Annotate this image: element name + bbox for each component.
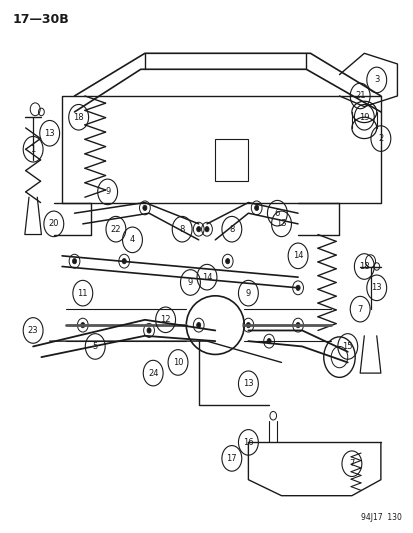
Text: 14: 14 [292, 252, 303, 260]
Text: 9: 9 [188, 278, 192, 287]
Text: 13: 13 [44, 129, 55, 138]
Text: 13: 13 [370, 284, 381, 292]
Circle shape [196, 322, 200, 328]
Circle shape [122, 259, 126, 264]
Text: 20: 20 [48, 220, 59, 228]
Circle shape [142, 205, 147, 211]
Text: 7: 7 [349, 459, 354, 468]
Text: 4: 4 [130, 236, 135, 244]
Text: 24: 24 [147, 369, 158, 377]
Text: 12: 12 [160, 316, 171, 324]
Bar [215, 139, 248, 181]
Circle shape [295, 285, 299, 290]
Text: 5: 5 [93, 342, 97, 351]
Text: 19: 19 [358, 113, 369, 122]
Text: 11: 11 [77, 289, 88, 297]
Circle shape [196, 227, 200, 232]
Text: 23: 23 [28, 326, 38, 335]
Circle shape [72, 259, 76, 264]
Text: 94J17  130: 94J17 130 [360, 513, 401, 522]
Text: 6: 6 [274, 209, 279, 217]
Text: 9: 9 [245, 289, 250, 297]
Circle shape [81, 322, 85, 328]
Text: 18: 18 [73, 113, 84, 122]
Text: 15: 15 [342, 342, 352, 351]
Text: 9: 9 [105, 188, 110, 196]
Text: 16: 16 [242, 438, 253, 447]
Text: 17—30B: 17—30B [12, 13, 69, 26]
Circle shape [295, 322, 299, 328]
Text: 2: 2 [377, 134, 382, 143]
Text: 18: 18 [358, 262, 369, 271]
Text: 8: 8 [179, 225, 184, 233]
Text: 14: 14 [201, 273, 212, 281]
Circle shape [147, 328, 151, 333]
Text: 22: 22 [110, 225, 121, 233]
Text: 1: 1 [31, 145, 36, 154]
Text: 3: 3 [373, 76, 378, 84]
Text: 10: 10 [172, 358, 183, 367]
Circle shape [266, 338, 271, 344]
Circle shape [254, 205, 258, 211]
Circle shape [204, 227, 209, 232]
Text: 8: 8 [229, 225, 234, 233]
Text: 21: 21 [354, 92, 365, 100]
Circle shape [225, 259, 229, 264]
Text: 7: 7 [357, 305, 362, 313]
Text: 17: 17 [226, 454, 237, 463]
Text: 13: 13 [242, 379, 253, 388]
Text: 13: 13 [275, 220, 286, 228]
Circle shape [246, 322, 250, 328]
